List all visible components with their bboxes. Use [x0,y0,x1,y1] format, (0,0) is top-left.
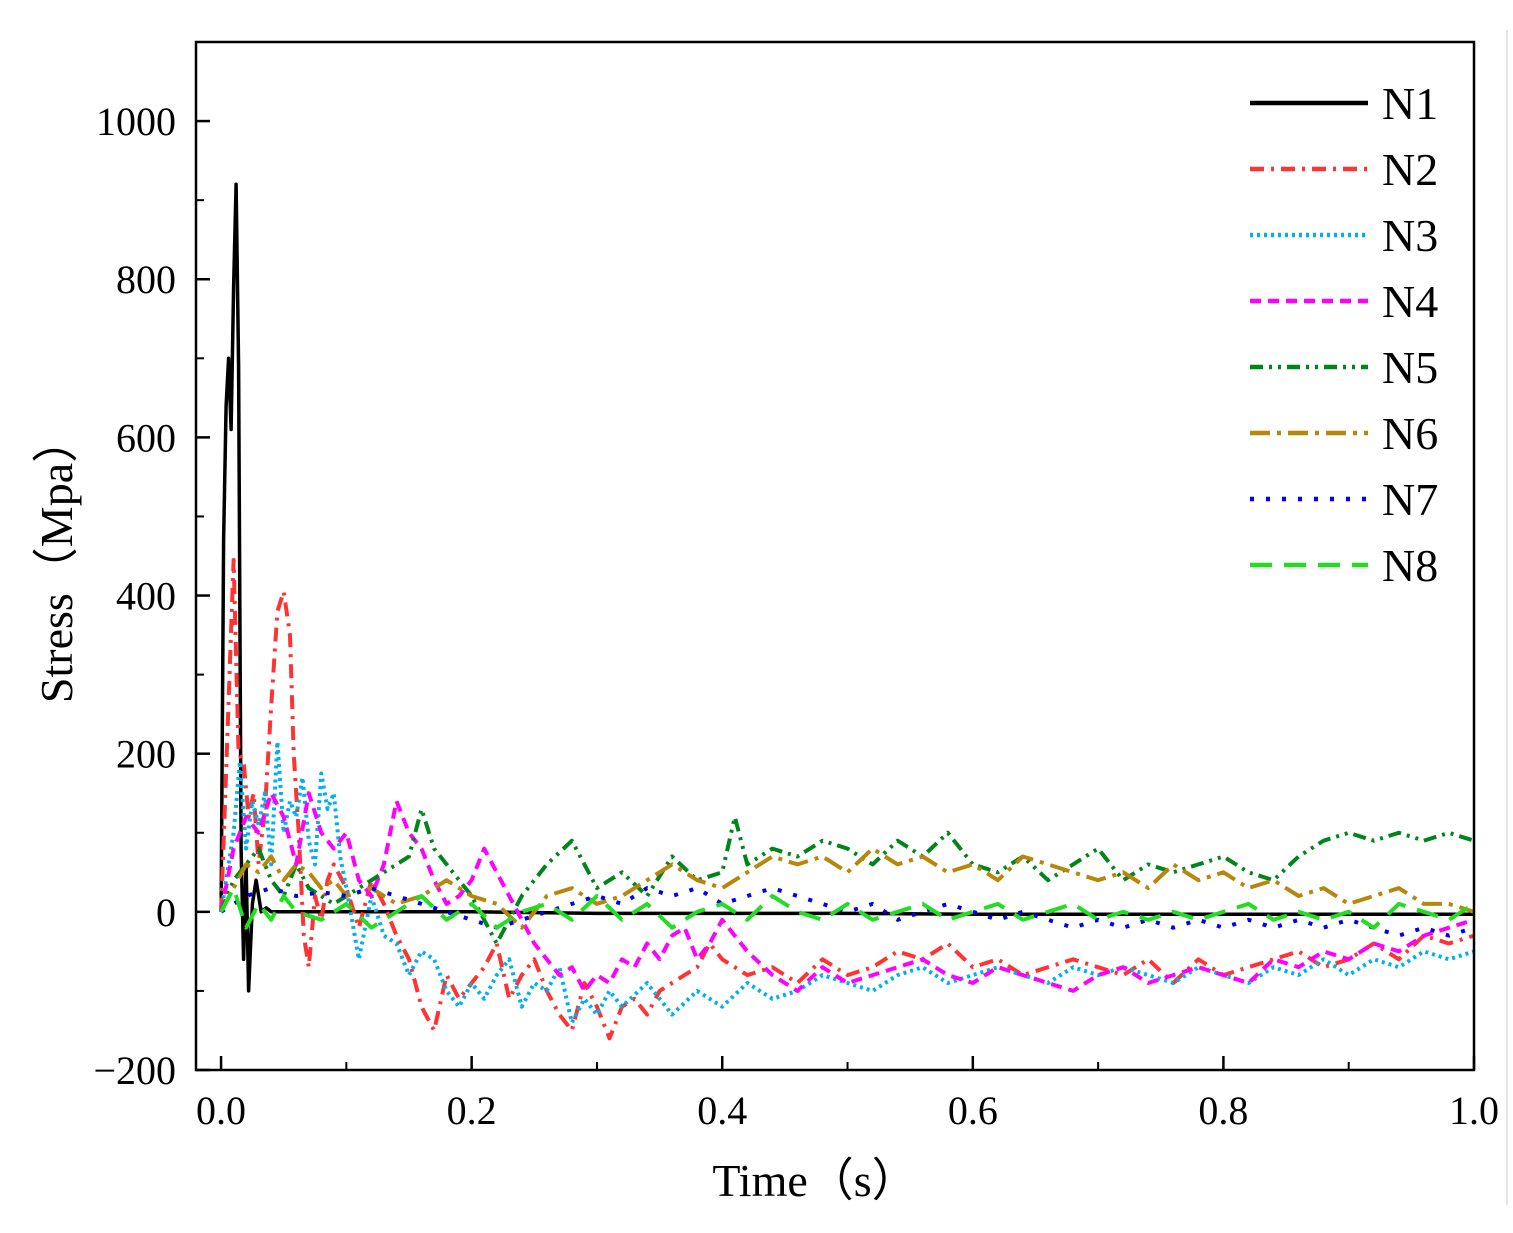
x-tick-label: 0.6 [948,1088,998,1133]
legend-label: N1 [1382,78,1438,129]
x-tick-label: 0.0 [196,1088,246,1133]
legend-label: N7 [1382,474,1438,525]
plot-frame [194,40,1476,1072]
series-line-n5 [219,807,1474,946]
y-tick-label: 600 [116,415,176,460]
y-tick-label: −200 [93,1048,176,1093]
y-tick-label: 1000 [96,99,176,144]
legend-label: N3 [1382,210,1438,261]
series-layer [219,182,1474,1041]
x-tick-label: 0.4 [697,1088,747,1133]
x-axis-ticks: 0.0 0.2 0.4 0.6 0.8 1.0 [196,1056,1499,1133]
legend-label: N8 [1382,540,1438,591]
y-axis-ticks: −200 0 200 400 600 800 1000 [93,41,210,1093]
series-line-n1 [219,182,1474,993]
plot-area [194,40,1476,1072]
series-line-n4 [219,791,1474,993]
legend-label: N5 [1382,342,1438,393]
y-axis-title: Stress（Mpa） [31,417,82,703]
legend: N1 N2 N3 N4 N5 N6 N7 N8 [1250,78,1438,591]
series-line-n2 [219,558,1474,1041]
x-tick-label: 1.0 [1449,1088,1499,1133]
y-tick-label: 800 [116,257,176,302]
y-tick-label: 200 [116,732,176,777]
x-axis-title: Time（s） [712,1155,917,1206]
x-tick-label: 0.2 [447,1088,497,1133]
y-tick-label: 400 [116,574,176,619]
legend-label: N6 [1382,408,1438,459]
legend-label: N4 [1382,276,1438,327]
series-line-n3 [219,739,1474,1025]
series-line-n7 [220,886,1474,938]
legend-label: N2 [1382,144,1438,195]
y-tick-label: 0 [156,890,176,935]
series-line-n8 [219,886,1474,930]
x-tick-label: 0.8 [1198,1088,1248,1133]
